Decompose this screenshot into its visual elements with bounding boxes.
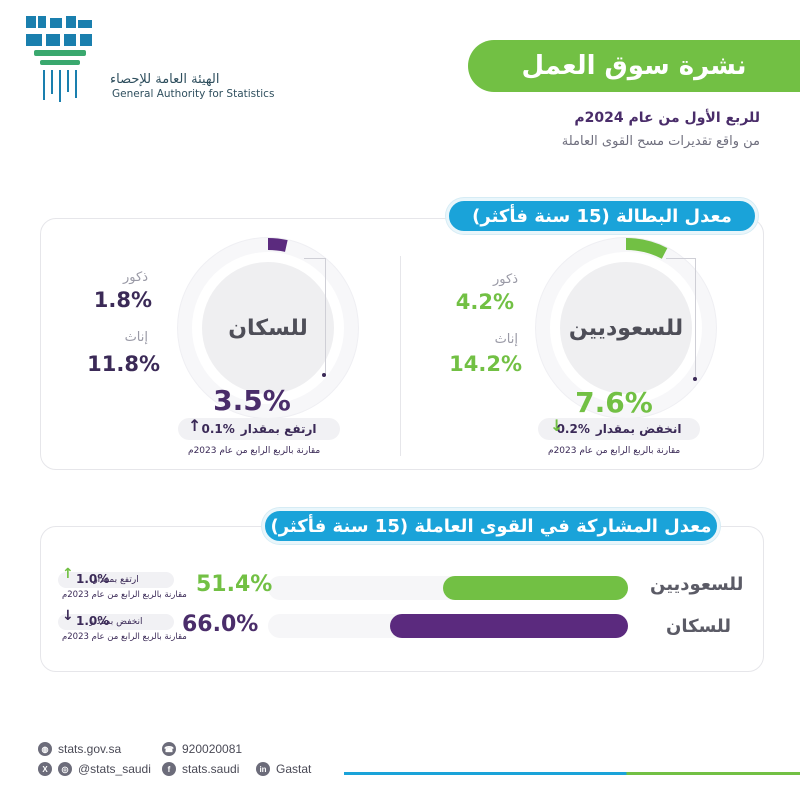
participation-saudis-change-value: 1.0% [76,572,110,586]
participation-saudis-value: 51.4% [196,572,273,597]
population-comparison-note: مقارنة بالربع الرابع من عام 2023م [188,446,321,456]
participation-saudis-bar-fill [442,576,628,600]
footer-phone[interactable]: ☎ 920020081 [162,742,242,756]
population-unemployment-rate: 3.5% [213,384,291,417]
participation-population-comparison-note: مقارنة بالربع الرابع من عام 2023م [62,632,187,642]
participation-population-change-text: انخفض بمقدار [89,617,143,627]
saudis-female-value: 14.2% [449,352,522,376]
participation-population-value: 66.0% [182,612,259,637]
population-donut-label: للسكان [228,315,308,341]
participation-section-title: معدل المشاركة في القوى العاملة (15 سنة ف… [270,515,712,537]
saudis-change-text: انخفض بمقدار [595,422,682,436]
saudis-donut: للسعوديين [536,238,716,418]
phone-icon: ☎ [162,742,176,756]
population-change-value: 0.1% [201,422,235,436]
population-donut-arc [267,238,288,252]
footer-linkedin-text: Gastat [276,762,312,776]
footer-facebook[interactable]: f stats.saudi [162,762,239,776]
population-female-label: إناث [124,330,148,345]
footer-phone-text: 920020081 [182,742,243,756]
participation-saudis-change-pill: ارتفع بمقدار [58,572,174,588]
population-bracket-line [304,258,326,376]
arrow-down-icon: ↓ [550,416,564,435]
participation-saudis-label: للسعوديين [650,574,744,595]
footer-social-x[interactable]: X ◎ @stats_saudi [38,762,151,776]
footer-website[interactable]: ◍ stats.gov.sa [38,742,121,756]
footer-website-text: stats.gov.sa [58,742,122,756]
participation-saudis-change-text: ارتفع بمقدار [93,575,139,585]
population-arc-fill [267,238,288,252]
saudis-arc-fill [625,238,668,259]
population-male-value: 1.8% [93,288,152,312]
unemployment-section-tag: معدل البطالة (15 سنة فأكثر) [446,198,758,234]
saudis-male-label: ذكور [493,272,518,287]
participation-section-tag: معدل المشاركة في القوى العاملة (15 سنة ف… [262,508,720,544]
participation-population-bar-fill [390,614,628,638]
participation-population-change-value: 1.0% [76,614,110,628]
saudis-unemployment-rate: 7.6% [575,386,653,419]
footer-color-rule [344,772,800,775]
title-banner: نشرة سوق العمل [468,40,800,92]
population-change-text: ارتفع بمقدار [240,422,317,436]
arrow-down-icon: ↓ [62,608,74,624]
population-female-value: 11.8% [87,352,160,376]
footer-facebook-text: stats.saudi [182,762,240,776]
saudis-donut-arc [625,238,668,259]
participation-population-label: للسكان [666,616,732,637]
participation-population-change-pill: انخفض بمقدار [58,614,174,630]
saudis-bracket-dot [693,377,697,381]
population-donut: للسكان [178,238,358,418]
linkedin-icon: in [256,762,270,776]
gastat-logo-icon [26,16,92,102]
participation-saudis-comparison-note: مقارنة بالربع الرابع من عام 2023م [62,590,187,600]
footer-linkedin[interactable]: in Gastat [256,762,311,776]
unemployment-section-title: معدل البطالة (15 سنة فأكثر) [472,205,732,227]
instagram-icon: ◎ [58,762,72,776]
population-male-label: ذكور [123,270,148,285]
panel-divider [400,256,401,456]
saudis-change-pill: انخفض بمقدار 0.2% [538,418,700,440]
saudis-bracket-line [666,258,696,378]
arrow-up-icon: ↑ [188,416,202,435]
page-title: نشرة سوق العمل [521,51,747,81]
donut-center: للسعوديين [550,252,702,404]
logo-arabic-name: الهيئة العامة للإحصاء [110,72,220,87]
saudis-donut-label: للسعوديين [568,315,684,341]
saudis-female-label: إناث [494,332,518,347]
saudis-comparison-note: مقارنة بالربع الرابع من عام 2023م [548,446,681,456]
population-change-pill: ارتفع بمقدار 0.1% [178,418,340,440]
arrow-up-icon: ↑ [62,566,74,582]
footer-handle-text: @stats_saudi [78,762,151,776]
saudis-male-value: 4.2% [455,290,514,314]
subtitle-source: من واقع تقديرات مسح القوى العاملة [561,134,760,149]
globe-icon: ◍ [38,742,52,756]
gastat-logo: الهيئة العامة للإحصاء [24,14,234,104]
x-icon: X [38,762,52,776]
population-bracket-dot [322,373,326,377]
logo-english-name: General Authority for Statistics [112,88,275,100]
participation-saudis-bar-track [268,576,628,600]
subtitle-period: للربع الأول من عام 2024م [574,110,760,126]
donut-center: للسكان [192,252,344,404]
facebook-icon: f [162,762,176,776]
saudis-change-value: 0.2% [556,422,590,436]
participation-population-bar-track [268,614,628,638]
